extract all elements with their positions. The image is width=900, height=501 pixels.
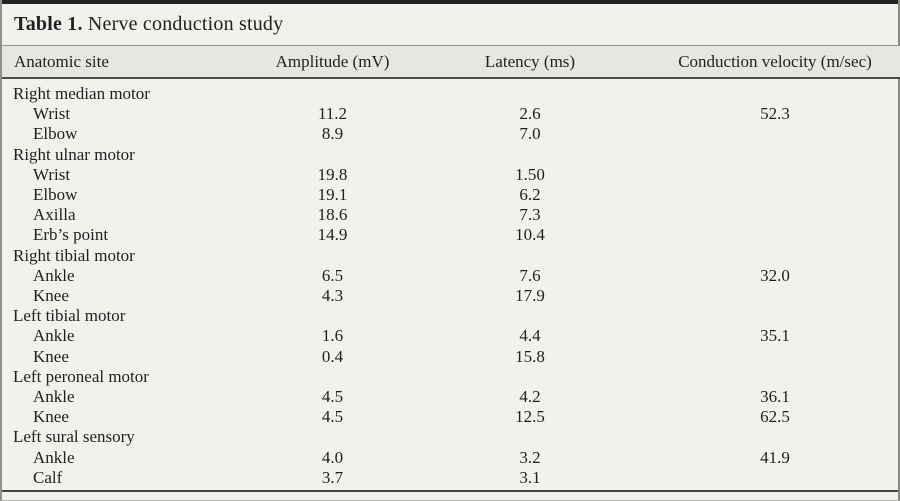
- site-cell: Calf: [33, 467, 63, 487]
- latency-cell: 3.1: [519, 467, 541, 487]
- group-row: Right ulnar motor: [2, 145, 900, 165]
- nerve-conduction-table: Anatomic site Amplitude (mV) Latency (ms…: [2, 45, 900, 488]
- latency-cell: 4.2: [519, 387, 541, 407]
- table-row: Ankle 4.0 3.2 41.9: [2, 448, 900, 468]
- table-row: Knee 0.4 15.8: [2, 347, 900, 367]
- velocity-cell: 35.1: [760, 326, 790, 346]
- velocity-cell: [650, 124, 900, 144]
- amplitude-cell: 19.8: [317, 164, 348, 184]
- velocity-cell: [650, 347, 900, 367]
- velocity-cell: [650, 286, 900, 306]
- group-row: Right tibial motor: [2, 246, 900, 266]
- group-row: Left peroneal motor: [2, 367, 900, 387]
- site-cell: Ankle: [33, 447, 75, 467]
- group-label: Left sural sensory: [13, 427, 135, 447]
- velocity-cell: 52.3: [760, 104, 790, 124]
- column-header-latency: Latency (ms): [410, 45, 650, 79]
- site-cell: Knee: [33, 346, 69, 366]
- velocity-cell: [650, 468, 900, 488]
- bottom-rule: [2, 490, 898, 493]
- site-cell: Elbow: [33, 185, 78, 205]
- velocity-cell: 32.0: [760, 265, 790, 285]
- table-caption: Table 1. Nerve conduction study: [2, 4, 898, 45]
- amplitude-cell: 18.6: [317, 205, 348, 225]
- site-cell: Wrist: [33, 164, 71, 184]
- latency-cell: 7.3: [519, 205, 541, 225]
- group-row: Left tibial motor: [2, 306, 900, 326]
- latency-cell: 1.50: [515, 164, 545, 184]
- amplitude-cell: 4.3: [321, 286, 344, 306]
- latency-cell: 15.8: [515, 346, 545, 366]
- site-cell: Ankle: [33, 265, 75, 285]
- group-label: Right median motor: [13, 84, 150, 103]
- table-header: Anatomic site Amplitude (mV) Latency (ms…: [2, 45, 900, 79]
- table-row: Calf 3.7 3.1: [2, 468, 900, 488]
- latency-cell: 4.4: [519, 326, 541, 346]
- table-row: Erb’s point 14.9 10.4: [2, 225, 900, 245]
- amplitude-cell: 1.6: [321, 326, 344, 346]
- velocity-cell: [650, 225, 900, 245]
- table-row: Axilla 18.6 7.3: [2, 205, 900, 225]
- velocity-cell: 62.5: [760, 407, 790, 427]
- latency-cell: 3.2: [519, 447, 541, 467]
- table-number: Table 1.: [14, 13, 83, 35]
- site-cell: Knee: [33, 407, 69, 427]
- amplitude-cell: 3.7: [321, 467, 344, 487]
- velocity-cell: 41.9: [760, 447, 790, 467]
- site-cell: Ankle: [33, 326, 75, 346]
- velocity-cell: 36.1: [760, 387, 790, 407]
- site-cell: Erb’s point: [33, 225, 109, 245]
- amplitude-cell: 8.9: [321, 124, 344, 144]
- group-label: Right ulnar motor: [13, 144, 135, 164]
- latency-cell: 10.4: [515, 225, 545, 245]
- group-row: Left sural sensory: [2, 427, 900, 447]
- velocity-cell: [650, 185, 900, 205]
- latency-cell: 2.6: [519, 104, 541, 124]
- latency-cell: 7.6: [519, 265, 541, 285]
- table-row: Ankle 4.5 4.2 36.1: [2, 387, 900, 407]
- site-cell: Knee: [33, 286, 69, 306]
- group-label: Right tibial motor: [13, 245, 135, 265]
- table-row: Knee 4.5 12.5 62.5: [2, 407, 900, 427]
- group-label: Left tibial motor: [13, 306, 126, 326]
- site-cell: Wrist: [33, 104, 71, 124]
- table-row: Ankle 1.6 4.4 35.1: [2, 326, 900, 346]
- velocity-cell: [650, 165, 900, 185]
- column-header-velocity: Conduction velocity (m/sec): [650, 45, 900, 79]
- latency-cell: 7.0: [519, 124, 541, 144]
- site-cell: Ankle: [33, 387, 75, 407]
- amplitude-cell: 4.5: [321, 387, 344, 407]
- amplitude-cell: 0.4: [321, 346, 344, 366]
- amplitude-cell: 19.1: [317, 185, 348, 205]
- latency-cell: 17.9: [515, 286, 545, 306]
- site-cell: Axilla: [33, 205, 76, 225]
- table-row: Ankle 6.5 7.6 32.0: [2, 266, 900, 286]
- table-row: Elbow 8.9 7.0: [2, 124, 900, 144]
- velocity-cell: [650, 205, 900, 225]
- table-body: Right median motor Wrist 11.2 2.6 52.3 Elbow 8…: [2, 78, 900, 488]
- table-row: Wrist 11.2 2.6 52.3: [2, 104, 900, 124]
- latency-cell: 12.5: [515, 407, 545, 427]
- table-row: Elbow 19.1 6.2: [2, 185, 900, 205]
- amplitude-cell: 6.5: [321, 265, 344, 285]
- column-header-amplitude: Amplitude (mV): [255, 45, 410, 79]
- amplitude-cell: 4.0: [321, 447, 344, 467]
- latency-cell: 6.2: [519, 185, 541, 205]
- site-cell: Elbow: [33, 124, 78, 144]
- top-rule: [2, 0, 898, 4]
- amplitude-cell: 11.2: [317, 104, 348, 124]
- amplitude-cell: 14.9: [317, 225, 348, 245]
- table-title: Nerve conduction study: [82, 13, 284, 35]
- column-header-anatomic-site: Anatomic site: [2, 45, 255, 79]
- table-row: Knee 4.3 17.9: [2, 286, 900, 306]
- group-label: Left peroneal motor: [13, 366, 149, 386]
- table-row: Wrist 19.8 1.50: [2, 165, 900, 185]
- group-row: Right median motor: [2, 78, 900, 104]
- amplitude-cell: 4.5: [321, 407, 344, 427]
- header-row: Anatomic site Amplitude (mV) Latency (ms…: [2, 45, 900, 79]
